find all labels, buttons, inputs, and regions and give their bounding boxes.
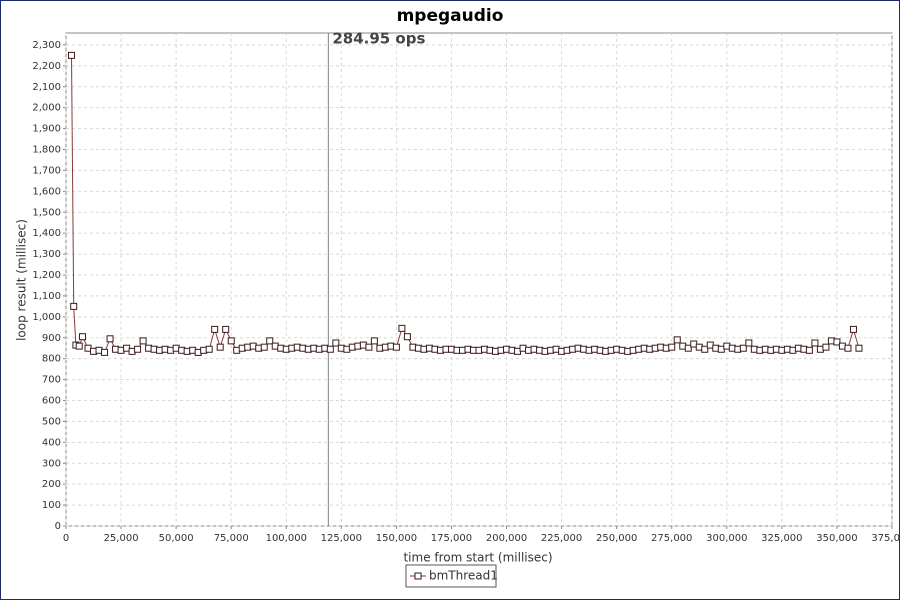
- point: [701, 345, 709, 353]
- x-tick-label: 125,000: [321, 533, 362, 544]
- point: [222, 325, 230, 333]
- y-tick-label: 600: [42, 396, 61, 407]
- point: [266, 337, 274, 345]
- y-tick-label: 1,000: [32, 312, 61, 323]
- point: [106, 335, 114, 343]
- y-tick-label: 900: [42, 333, 61, 344]
- y-tick-label: 2,200: [32, 61, 61, 72]
- x-tick-label: 300,000: [706, 533, 747, 544]
- y-tick-label: 200: [42, 479, 61, 490]
- x-tick-label: 200,000: [486, 533, 527, 544]
- y-tick-label: 300: [42, 458, 61, 469]
- y-tick-label: 100: [42, 500, 61, 511]
- y-tick-label: 2,000: [32, 103, 61, 114]
- point: [811, 339, 819, 347]
- x-tick-label: 375,000: [871, 533, 900, 544]
- point: [205, 345, 213, 353]
- point: [822, 343, 830, 351]
- point: [227, 337, 235, 345]
- point: [849, 325, 857, 333]
- marker-label: 284.95 ops: [332, 30, 425, 48]
- y-tick-label: 1,800: [32, 145, 61, 156]
- x-tick-label: 175,000: [431, 533, 472, 544]
- y-tick-label: 1,600: [32, 186, 61, 197]
- point: [139, 337, 147, 345]
- y-tick-label: 700: [42, 375, 61, 386]
- point: [668, 343, 676, 351]
- y-tick-label: 500: [42, 416, 61, 427]
- point: [855, 344, 863, 352]
- y-tick-label: 1,200: [32, 270, 61, 281]
- x-tick-label: 350,000: [816, 533, 857, 544]
- x-tick-label: 250,000: [596, 533, 637, 544]
- point: [370, 337, 378, 345]
- point: [75, 342, 83, 350]
- point: [68, 51, 76, 59]
- point: [745, 339, 753, 347]
- plot-area: [65, 32, 893, 527]
- legend-label: bmThread1: [429, 569, 498, 583]
- x-tick-label: 225,000: [541, 533, 582, 544]
- x-tick-label: 100,000: [266, 533, 307, 544]
- point: [79, 333, 87, 341]
- point: [684, 344, 692, 352]
- point: [101, 348, 109, 356]
- x-tick-label: 0: [63, 533, 69, 544]
- y-tick-label: 1,700: [32, 165, 61, 176]
- y-tick-label: 800: [42, 354, 61, 365]
- point: [833, 338, 841, 346]
- point: [216, 343, 224, 351]
- y-tick-label: 400: [42, 437, 61, 448]
- point: [260, 343, 268, 351]
- x-tick-label: 275,000: [651, 533, 692, 544]
- point: [326, 345, 334, 353]
- point: [211, 325, 219, 333]
- legend-marker: [414, 572, 422, 580]
- y-tick-label: 1,100: [32, 291, 61, 302]
- y-tick-label: 2,300: [32, 40, 61, 51]
- point: [398, 324, 406, 332]
- y-tick-label: 0: [55, 521, 61, 532]
- y-tick-label: 2,100: [32, 82, 61, 93]
- legend-box: [405, 564, 497, 588]
- point: [70, 302, 78, 310]
- y-tick-label: 1,900: [32, 124, 61, 135]
- point: [332, 339, 340, 347]
- y-tick-label: 1,300: [32, 249, 61, 260]
- point: [673, 336, 681, 344]
- point: [392, 343, 400, 351]
- y-tick-label: 1,400: [32, 228, 61, 239]
- point: [134, 345, 142, 353]
- x-tick-label: 50,000: [159, 533, 194, 544]
- x-tick-label: 325,000: [761, 533, 802, 544]
- x-tick-label: 150,000: [376, 533, 417, 544]
- point: [805, 346, 813, 354]
- x-tick-label: 25,000: [104, 533, 139, 544]
- x-axis-label: time from start (millisec): [403, 551, 552, 565]
- point: [365, 343, 373, 351]
- point: [739, 344, 747, 352]
- x-tick-label: 75,000: [214, 533, 249, 544]
- point: [403, 333, 411, 341]
- y-tick-label: 1,500: [32, 207, 61, 218]
- y-axis-label: loop result (millisec): [15, 219, 29, 341]
- chart-title: mpegaudio: [397, 6, 504, 26]
- point: [844, 344, 852, 352]
